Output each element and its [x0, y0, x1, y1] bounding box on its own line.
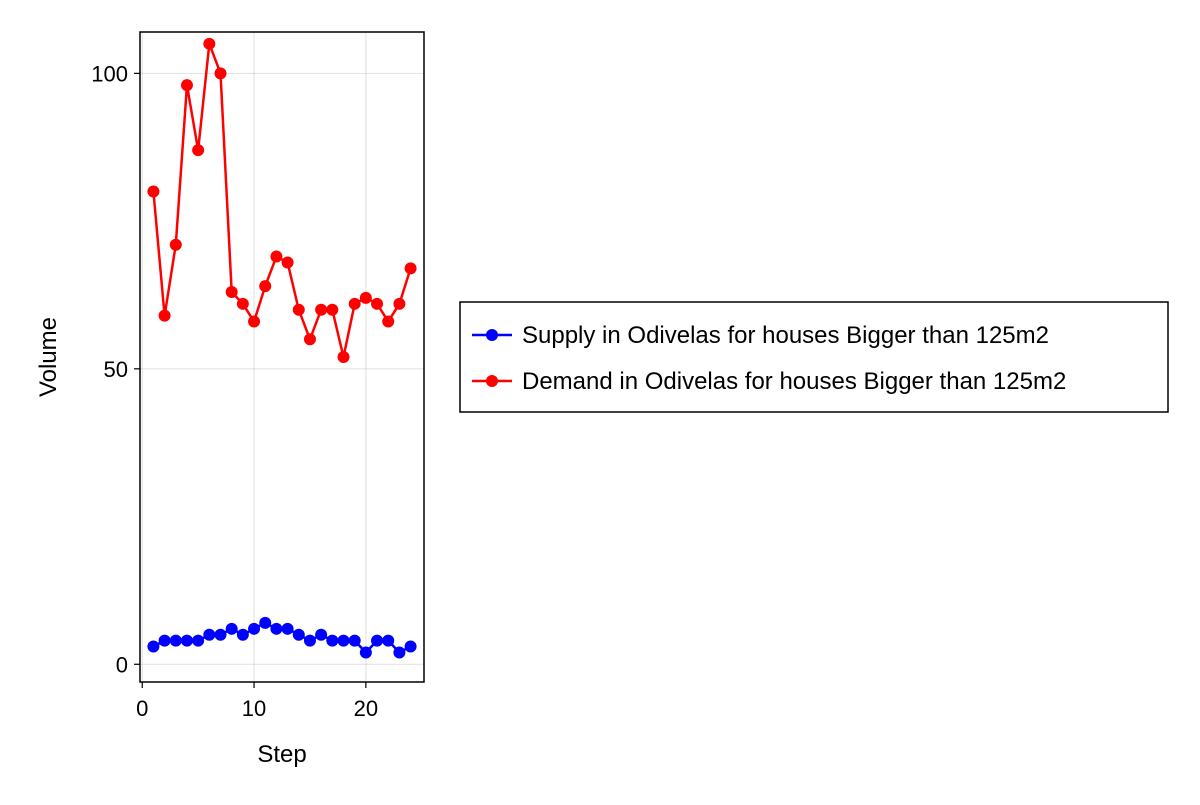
data-point — [236, 628, 249, 641]
legend-box — [459, 301, 1169, 413]
data-point — [270, 250, 283, 263]
y-tick-label: 0 — [116, 652, 128, 677]
data-point — [147, 185, 160, 198]
data-point — [214, 628, 227, 641]
data-point — [203, 628, 216, 641]
data-point — [337, 634, 350, 647]
data-point — [292, 628, 305, 641]
data-point — [303, 333, 316, 346]
data-point — [303, 634, 316, 647]
data-point — [259, 616, 272, 629]
x-tick-label: 10 — [242, 696, 266, 721]
legend-item: Supply in Odivelas for houses Bigger tha… — [472, 322, 1049, 349]
data-point — [315, 303, 328, 316]
y-tick-label: 50 — [104, 357, 128, 382]
data-point — [225, 286, 238, 298]
data-point — [281, 256, 294, 269]
data-point — [393, 297, 406, 310]
data-point — [248, 622, 261, 635]
axis-ticks: 0 10 20 0 50 100 — [91, 61, 378, 721]
data-point — [192, 634, 205, 647]
data-point — [359, 291, 372, 304]
data-point — [169, 238, 182, 251]
data-point — [348, 297, 361, 310]
data-point — [292, 303, 305, 316]
legend: Supply in Odivelas for houses Bigger tha… — [459, 301, 1169, 413]
series-line — [152, 42, 412, 359]
plot-area-frame — [139, 31, 425, 683]
data-point — [158, 634, 171, 647]
data-point — [326, 303, 339, 316]
y-axis-label: Volume — [35, 317, 62, 397]
data-point — [158, 309, 171, 322]
data-point — [147, 640, 160, 653]
legend-marker-swatch — [486, 329, 498, 341]
data-point — [270, 622, 283, 635]
series-0 — [147, 616, 417, 659]
grid-lines — [140, 32, 424, 682]
data-point — [281, 622, 294, 635]
data-point — [382, 634, 395, 647]
legend-marker-swatch — [486, 375, 498, 387]
x-tick-label: 20 — [354, 696, 378, 721]
series-layer — [147, 37, 417, 659]
legend-label: Supply in Odivelas for houses Bigger tha… — [522, 322, 1049, 349]
data-point — [359, 646, 372, 659]
y-tick-label: 100 — [91, 61, 128, 86]
data-point — [393, 646, 406, 659]
data-point — [236, 297, 249, 310]
legend-label: Demand in Odivelas for houses Bigger tha… — [522, 368, 1066, 395]
data-point — [180, 634, 193, 647]
data-point — [404, 262, 417, 275]
x-axis-label: Step — [257, 741, 306, 768]
data-point — [371, 297, 384, 310]
data-point — [203, 37, 216, 50]
data-point — [315, 628, 328, 641]
data-point — [371, 634, 384, 647]
x-tick-label: 0 — [136, 696, 148, 721]
data-point — [348, 634, 361, 647]
legend-item: Demand in Odivelas for houses Bigger tha… — [472, 368, 1066, 395]
data-point — [248, 315, 261, 328]
data-point — [169, 634, 182, 647]
data-point — [404, 640, 417, 653]
data-point — [180, 79, 193, 92]
data-point — [225, 622, 238, 635]
data-point — [259, 280, 272, 293]
series-1 — [147, 37, 417, 363]
data-point — [214, 67, 227, 80]
data-point — [337, 351, 350, 363]
data-point — [326, 634, 339, 647]
data-point — [192, 144, 205, 157]
data-point — [382, 315, 395, 328]
